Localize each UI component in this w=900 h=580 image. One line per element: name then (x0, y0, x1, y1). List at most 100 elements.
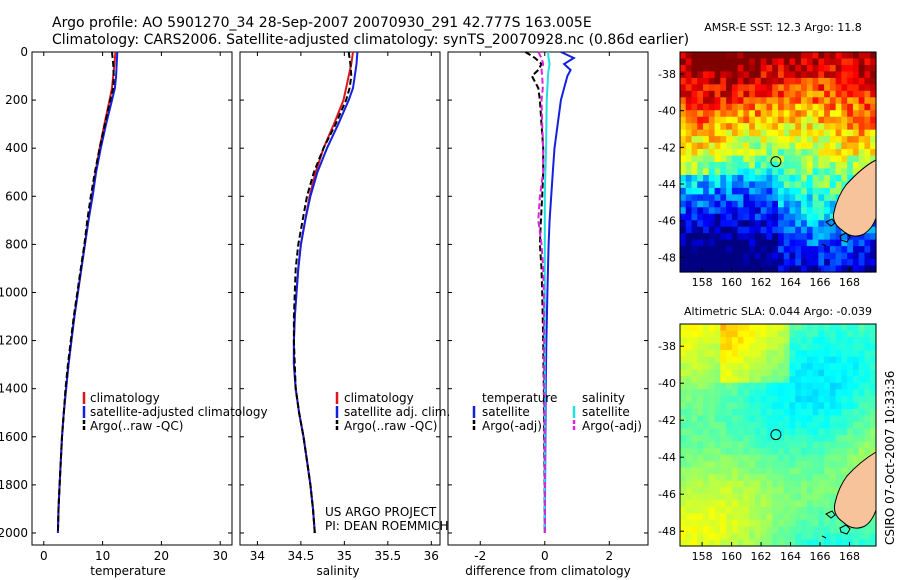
sla_map-cell (795, 376, 802, 384)
sla_map-cell (778, 408, 785, 417)
sst_map-cell (731, 103, 739, 111)
sla_map-cell (691, 539, 698, 547)
sst_map-cell (737, 103, 745, 111)
sla_map-cell (766, 519, 773, 528)
sla_map-cell (806, 363, 814, 371)
sla_map-cell (801, 402, 808, 410)
sla_map-cell (818, 402, 825, 410)
sla_map-cell (818, 500, 825, 508)
sst_map-cell (703, 252, 710, 260)
sst_map-cell (703, 110, 710, 118)
sst_map-cell (829, 207, 837, 215)
sst_map-cell (783, 52, 791, 60)
sst_map-cell (829, 220, 837, 228)
sst_map-cell (760, 58, 768, 66)
sst_map-cell (847, 174, 854, 183)
sla_map-cell (835, 526, 843, 534)
sst_map-cell (749, 52, 756, 60)
sla_map-cell (772, 474, 779, 482)
sla_map-cell (824, 337, 831, 345)
sst_map-cell (812, 103, 819, 111)
salinity-series-argo-raw-qc- (292, 51, 353, 534)
sst_map-cell (680, 194, 687, 202)
sst_map-cell (685, 194, 693, 202)
sla_map-cell (812, 441, 819, 449)
sst_map-cell (795, 52, 802, 60)
sst_map-cell (806, 220, 814, 228)
sst_map-cell (778, 123, 785, 131)
sst_map-cell (749, 64, 756, 73)
sst_map-cell (714, 116, 721, 124)
sst_map-cell (760, 97, 768, 105)
sla_map-cell (703, 415, 710, 423)
sst_map-cell (691, 207, 698, 215)
sst_map-cell (835, 246, 843, 254)
sst_map-cell (801, 252, 808, 260)
sla_map-cell (852, 421, 860, 430)
sla_map-cell (726, 402, 733, 410)
sla_map-cell (795, 519, 802, 528)
sla_map-cell (685, 513, 693, 521)
sst_map-cell (795, 77, 802, 85)
sst_map-cell (714, 64, 721, 73)
sst_map-xtick-label: 162 (751, 276, 772, 289)
sla_map-cell (795, 467, 802, 475)
sla_map-cell (772, 376, 779, 384)
sla_map-cell (743, 324, 750, 332)
sla_map-cell (766, 350, 773, 358)
sla_map-cell (829, 506, 837, 514)
sla_map-cell (858, 454, 866, 462)
sst_map-cell (708, 136, 716, 144)
sst_map-cell (772, 52, 779, 60)
sst_map-cell (772, 207, 779, 215)
sla_map-cell (731, 435, 739, 443)
sla_map-cell (801, 532, 808, 541)
sst_map-cell (766, 103, 773, 111)
sst_map-cell (685, 142, 693, 150)
sla_map-cell (708, 350, 716, 358)
salinity-axes-frame (239, 51, 441, 546)
sst_map-cell (737, 162, 745, 170)
sla_map-cell (720, 513, 727, 521)
sst_map-cell (726, 84, 733, 92)
sst_map-cell (697, 155, 704, 163)
sst_map-cell (812, 181, 819, 189)
sst_map-cell (766, 116, 773, 124)
sla_map-cell (743, 487, 750, 495)
sst_map-cell (847, 110, 854, 118)
sst_map-cell (858, 155, 866, 163)
sla_map-cell (812, 389, 819, 397)
sla_map-cell (864, 395, 871, 403)
sla_map-cell (697, 487, 704, 495)
sst_map-cell (743, 136, 750, 144)
sla_map-cell (708, 441, 716, 449)
sst_map-cell (749, 207, 756, 215)
sst_map-cell (726, 155, 733, 163)
sst_map-cell (789, 149, 796, 157)
sst_map-cell (766, 149, 773, 157)
sst_map-cell (720, 64, 727, 73)
sst_map-cell (720, 207, 727, 215)
sla_map-cell (685, 461, 693, 469)
sla_map-cell (720, 402, 727, 410)
sst_map-cell (697, 149, 704, 157)
sst_map-cell (789, 77, 796, 85)
sst_map-cell (795, 71, 802, 79)
sla_map-cell (824, 330, 831, 338)
sla_map-cell (726, 539, 733, 547)
sla_map-cell (829, 474, 837, 482)
sst_map-cell (708, 71, 716, 79)
sst_map-cell (870, 129, 877, 137)
sla_map-cell (824, 532, 831, 541)
sla_map-cell (801, 369, 808, 377)
sla_map-cell (778, 441, 785, 449)
sla_map-xtick-label: 160 (721, 550, 742, 563)
sst_map-cell (870, 58, 877, 66)
sst_map-cell (749, 84, 756, 92)
sla_map-cell (731, 539, 739, 547)
sst_map-cell (743, 207, 750, 215)
sla_map-cell (818, 513, 825, 521)
sst_map-cell (703, 239, 710, 247)
sla_map-cell (824, 461, 831, 469)
sst_map-cell (870, 252, 877, 260)
